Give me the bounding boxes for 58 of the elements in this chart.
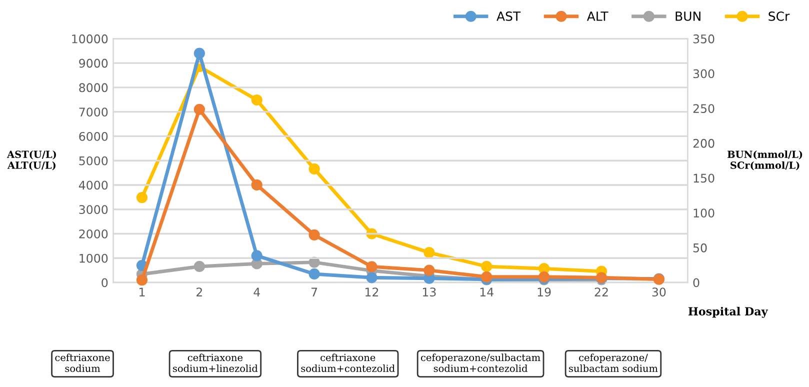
x-tick-label: 4 (254, 288, 260, 296)
x-tick-label: 1 (140, 288, 145, 296)
point (308, 268, 320, 280)
y2-tick-label: 350 (693, 34, 714, 44)
y2-axis-title: BUN(mmol/L) SCr(mmol/L) (728, 150, 802, 170)
y-tick-label: 5000 (79, 156, 108, 166)
y-tick-label: 3000 (79, 205, 108, 214)
legend-label: AST (496, 11, 521, 21)
y-axis-title: AST(U/L) ALT(U/L) (6, 150, 56, 170)
text: ceftriaxone sodium+linezolid (173, 354, 258, 372)
point (481, 271, 492, 282)
text: ceftriaxone sodium+contezolid (301, 354, 395, 372)
legend-label: BUN (676, 12, 700, 21)
y2-tick-label: 200 (693, 138, 714, 148)
point (308, 229, 320, 241)
legend-label: ALT (586, 12, 608, 21)
point (136, 192, 148, 204)
x-tick-label: 22 (594, 288, 608, 296)
point (251, 250, 262, 262)
x-axis-title: Hospital Day (688, 306, 768, 318)
point (251, 179, 262, 191)
y-tick-label: 4000 (78, 180, 108, 190)
point (308, 163, 320, 175)
y2-tick-label: 0 (693, 278, 700, 288)
y2-tick-label: 100 (694, 208, 714, 218)
x-tick-label: 7 (312, 288, 318, 296)
point (136, 274, 148, 286)
y2-tick-label: 300 (693, 69, 714, 78)
point (424, 264, 435, 276)
legend-label: SCr (768, 11, 790, 21)
y-tick-label: 8000 (79, 83, 108, 92)
point (194, 104, 205, 115)
x-tick-label: 2 (196, 288, 202, 296)
x-tick-label: 30 (652, 288, 666, 297)
point (194, 260, 205, 272)
x-tick-label: 12 (366, 288, 378, 296)
y2-tick-label: 150 (694, 174, 714, 183)
point (251, 94, 262, 106)
x-tick-label: 13 (422, 288, 436, 297)
y-tick-label: 2000 (79, 229, 108, 238)
y-tick-label: 0 (102, 278, 108, 288)
y-tick-label: 9000 (79, 58, 108, 68)
point (366, 272, 378, 284)
y-tick-label: 6000 (79, 132, 108, 141)
y2-tick-label: 50 (693, 243, 707, 252)
y2-tick-label: 250 (693, 104, 714, 114)
y-tick-label: 10000 (72, 34, 108, 44)
point (424, 247, 435, 258)
point (366, 261, 378, 272)
point (194, 48, 205, 59)
x-tick-label: 19 (538, 288, 551, 297)
text: ceftriaxone sodium (55, 354, 110, 372)
text: cefoperazone/sulbactam sodium+contezolid (420, 354, 540, 372)
x-tick-label: 14 (480, 288, 494, 296)
y-tick-label: 1000 (80, 254, 108, 263)
text: cefoperazone/ sulbactam sodium (569, 354, 658, 372)
y-tick-label: 7000 (79, 108, 108, 116)
point (481, 260, 492, 272)
